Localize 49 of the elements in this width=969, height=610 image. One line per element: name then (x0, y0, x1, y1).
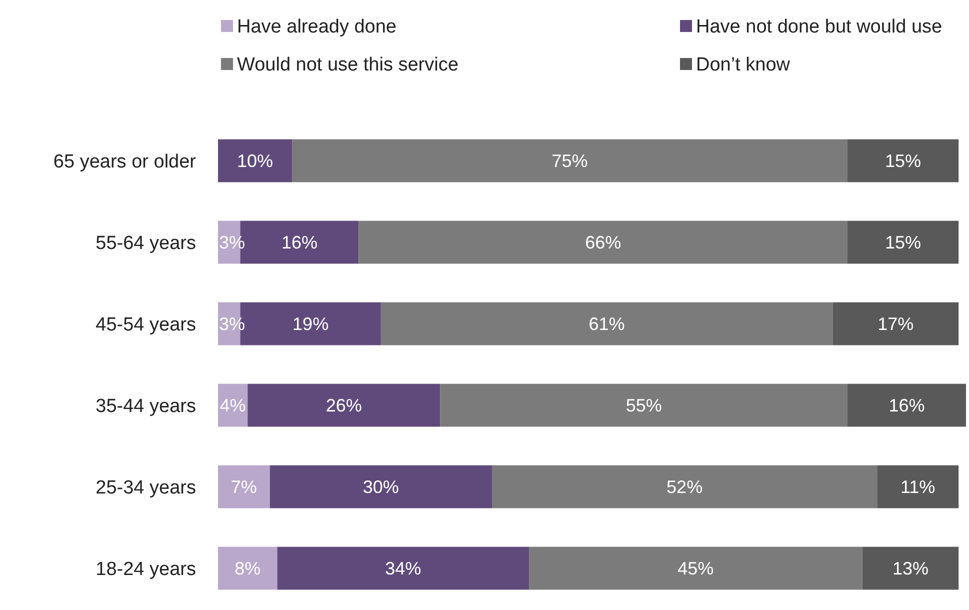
bar (862, 546, 959, 590)
y-tick-label: 35-44 years (96, 396, 196, 417)
data-label: 17% (878, 314, 914, 334)
data-label: 4% (220, 396, 246, 416)
data-label: 15% (885, 232, 922, 253)
bar (848, 384, 966, 427)
y-tick-label: 18-24 years (96, 558, 196, 580)
y-tick-label: 65 years or older (53, 151, 197, 172)
data-label: 19% (292, 314, 329, 334)
data-label: 8% (234, 558, 261, 579)
bar (848, 220, 959, 264)
legend-label: Would not use this service (237, 54, 458, 76)
bar (380, 302, 833, 346)
bar (358, 220, 848, 264)
data-label: 16% (888, 396, 925, 416)
bar (292, 139, 848, 182)
bar (877, 465, 959, 508)
legend-label: Don’t know (696, 54, 790, 76)
legend-label: Have already done (237, 16, 396, 38)
bar (529, 546, 862, 590)
bar (277, 546, 530, 590)
data-label: 30% (362, 477, 399, 498)
legend-label: Have not done but would use (696, 16, 942, 38)
bar (270, 465, 492, 508)
data-label: 15% (885, 151, 922, 172)
data-label: 66% (585, 232, 622, 253)
data-label: 11% (900, 477, 936, 498)
bar (218, 546, 278, 590)
data-label: 52% (666, 477, 703, 498)
bar (440, 384, 848, 427)
y-tick-label: 25-34 years (96, 477, 196, 498)
data-label: 34% (385, 558, 422, 579)
data-label: 55% (626, 396, 662, 416)
data-label: 13% (892, 558, 928, 579)
data-label: 75% (552, 151, 588, 172)
bar (832, 302, 959, 346)
bar (218, 465, 270, 508)
y-tick-label: 45-54 years (96, 314, 196, 336)
data-label: 10% (237, 151, 274, 172)
data-label: 7% (230, 477, 257, 498)
data-label: 61% (588, 314, 625, 334)
data-label: 16% (281, 232, 318, 253)
data-label: 45% (678, 558, 714, 579)
bar (492, 465, 878, 508)
data-label: 26% (326, 396, 362, 416)
y-tick-label: 55-64 years (96, 232, 196, 254)
bar (218, 139, 292, 182)
bar (848, 139, 959, 182)
bar (248, 384, 440, 427)
